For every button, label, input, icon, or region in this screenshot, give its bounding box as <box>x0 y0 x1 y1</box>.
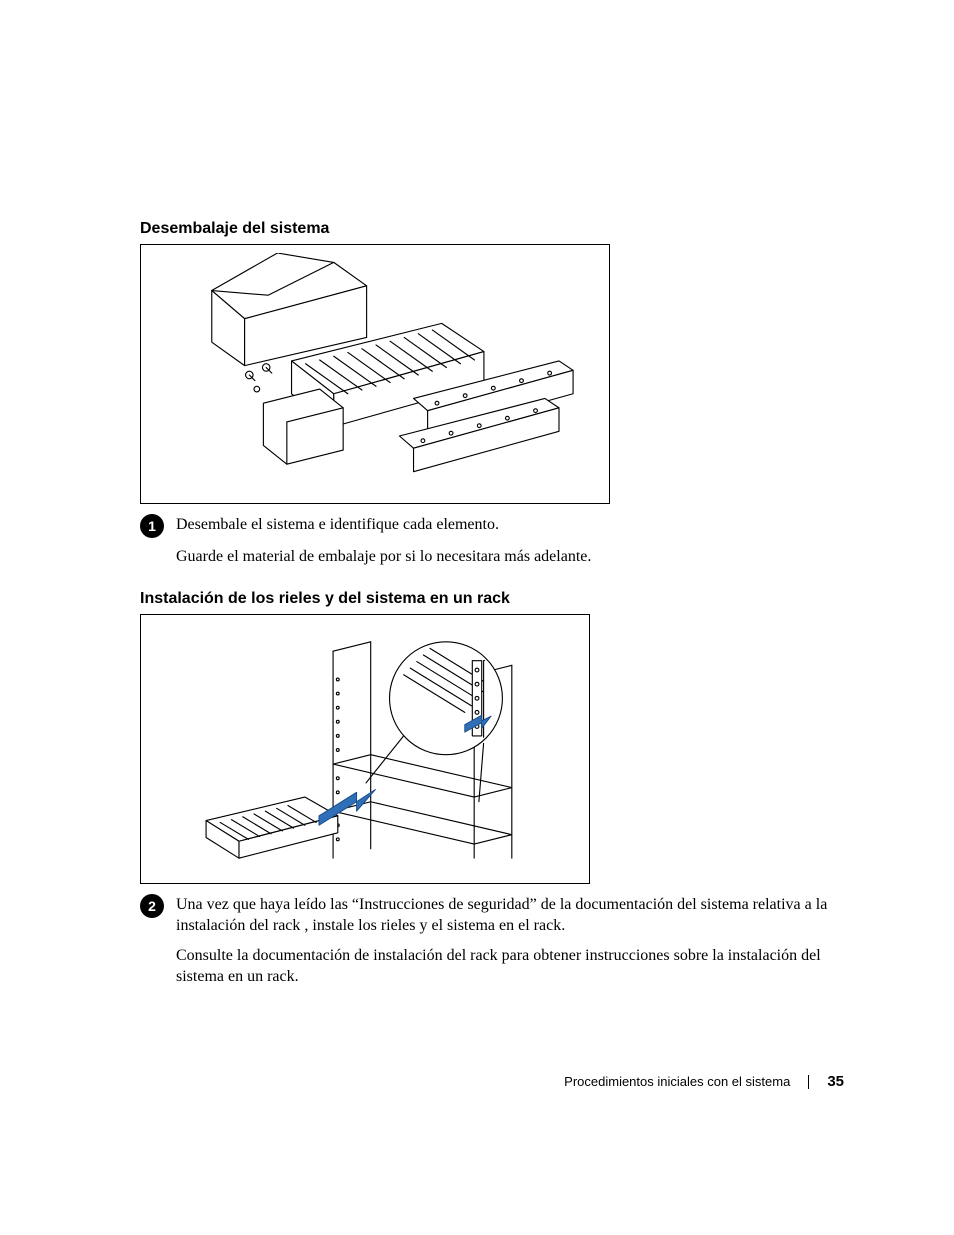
footer-separator <box>808 1075 809 1089</box>
step1-number: 1 <box>148 518 156 534</box>
step1-text: Desembale el sistema e identifique cada … <box>176 514 499 536</box>
footer-page-number: 35 <box>827 1073 844 1090</box>
step1-followup: Guarde el material de embalaje por si lo… <box>176 546 844 568</box>
section2-heading: Instalación de los rieles y del sistema … <box>140 590 844 608</box>
step1-bullet: 1 <box>140 514 164 538</box>
step2-text: Una vez que haya leído las “Instruccione… <box>176 894 844 937</box>
document-page: Desembalaje del sistema <box>0 0 954 1235</box>
figure-unpacking <box>140 244 610 504</box>
step2-bullet: 2 <box>140 894 164 918</box>
step2-row: 2 Una vez que haya leído las “Instruccio… <box>140 894 844 937</box>
step2-number: 2 <box>148 898 156 914</box>
figure-rack-install-svg <box>149 623 583 877</box>
figure-unpacking-svg <box>149 253 603 497</box>
step2-followup: Consulte la documentación de instalación… <box>176 945 844 988</box>
figure-rack-install <box>140 614 590 884</box>
step1-row: 1 Desembale el sistema e identifique cad… <box>140 514 844 538</box>
page-footer: Procedimientos iniciales con el sistema … <box>564 1073 844 1090</box>
section1-heading: Desembalaje del sistema <box>140 220 844 238</box>
footer-text: Procedimientos iniciales con el sistema <box>564 1074 790 1089</box>
